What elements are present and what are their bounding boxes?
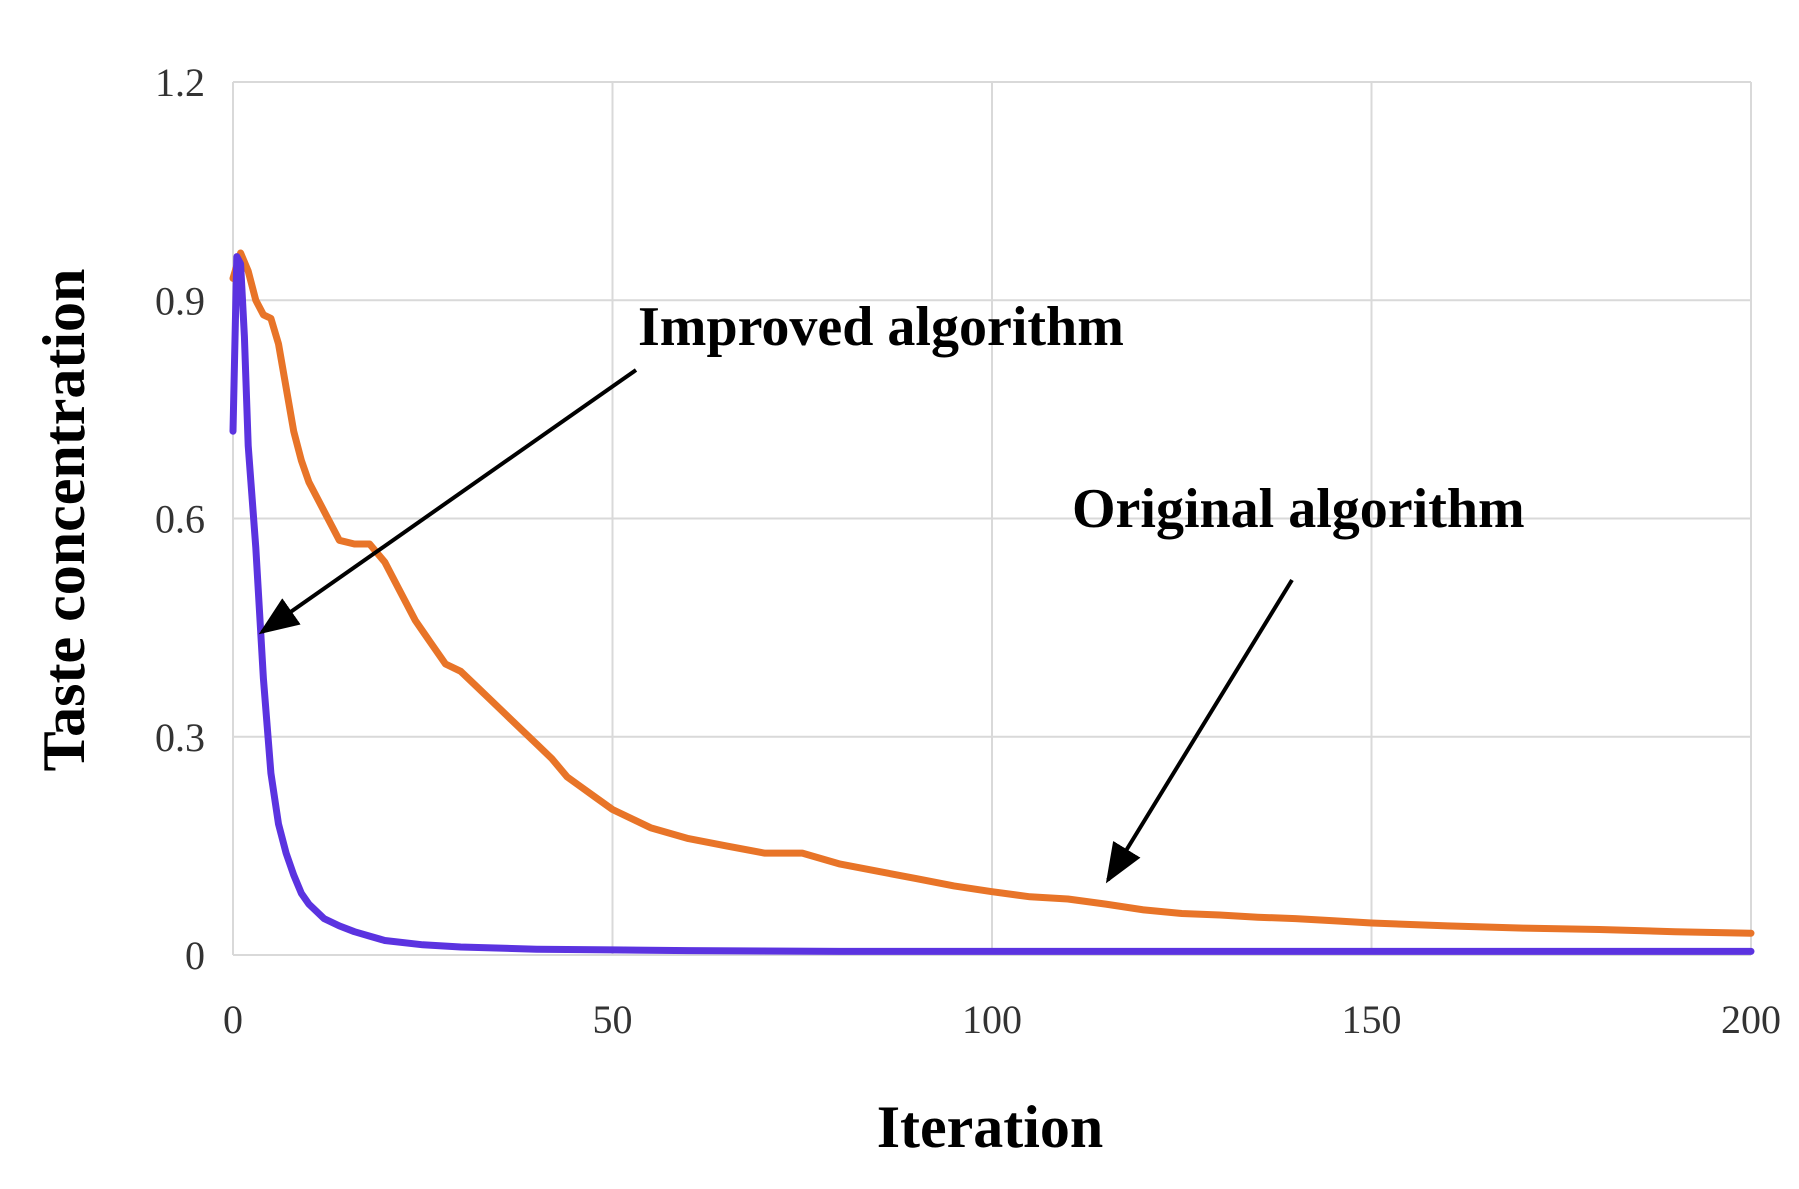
x-tick-label: 200 <box>1721 997 1781 1042</box>
y-tick-label: 1.2 <box>155 60 205 105</box>
y-tick-label: 0.9 <box>155 278 205 323</box>
y-tick-label: 0.6 <box>155 497 205 542</box>
y-axis-title: Taste concentration <box>31 269 97 772</box>
y-tick-label: 0.3 <box>155 715 205 760</box>
original-annotation-arrow <box>1105 578 1294 884</box>
x-tick-label: 100 <box>962 997 1022 1042</box>
x-axis-title: Iteration <box>877 1094 1104 1160</box>
x-tick-label: 50 <box>593 997 633 1042</box>
y-tick-label: 0 <box>185 933 205 978</box>
x-axis-ticks: 0 50 100 150 200 <box>223 997 1781 1042</box>
series <box>229 249 1755 955</box>
x-tick-label: 0 <box>223 997 243 1042</box>
original-algorithm-line <box>229 249 1755 937</box>
y-axis-ticks: 0 0.3 0.6 0.9 1.2 <box>155 60 205 978</box>
improved-algorithm-line <box>229 253 1755 955</box>
x-tick-label: 150 <box>1342 997 1402 1042</box>
improved-annotation-arrow <box>258 368 638 635</box>
gridlines <box>232 81 1752 956</box>
improved-annotation-label: Improved algorithm <box>638 296 1124 358</box>
original-annotation-label: Original algorithm <box>1072 478 1525 540</box>
